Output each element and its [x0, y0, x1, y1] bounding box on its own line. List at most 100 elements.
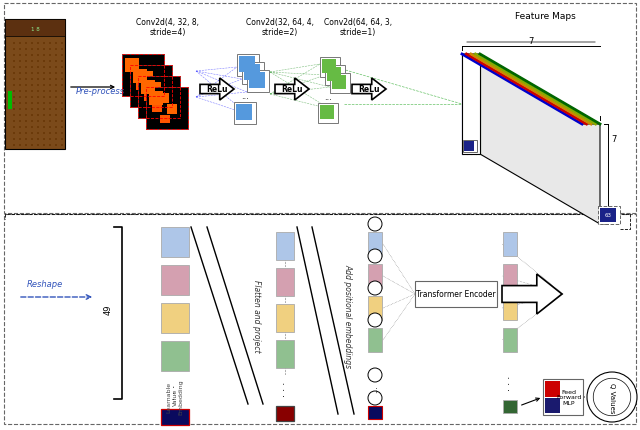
Bar [55, 144, 57, 147]
Circle shape [368, 368, 382, 382]
Bar [43, 133, 45, 135]
Bar [236, 105, 252, 121]
Text: ...: ... [241, 92, 249, 101]
Bar [61, 55, 63, 57]
Bar [146, 88, 188, 130]
Text: Add positional embeddings: Add positional embeddings [344, 263, 353, 367]
Bar [37, 43, 39, 45]
Bar [25, 144, 27, 147]
Bar [43, 49, 45, 51]
Text: ReLu: ReLu [281, 85, 303, 94]
Bar [19, 61, 21, 63]
Bar [368, 233, 382, 256]
Bar [55, 55, 57, 57]
Bar [545, 398, 560, 413]
Bar [122, 55, 164, 97]
Bar [25, 121, 27, 123]
Bar [31, 109, 33, 111]
Bar [49, 139, 51, 141]
Bar [161, 341, 189, 371]
Bar [25, 61, 27, 63]
Bar [31, 133, 33, 135]
Bar [19, 49, 21, 51]
Bar [49, 79, 51, 81]
Bar [31, 43, 33, 45]
Bar [318, 104, 338, 124]
Bar [61, 139, 63, 141]
Bar [503, 233, 517, 256]
Bar [31, 73, 33, 75]
Bar [25, 133, 27, 135]
Text: 7: 7 [611, 135, 617, 144]
Bar [61, 127, 63, 129]
Bar [61, 91, 63, 93]
Bar [463, 141, 477, 153]
Bar [43, 43, 45, 45]
Bar [330, 74, 350, 94]
Polygon shape [200, 79, 234, 101]
Bar [31, 97, 33, 99]
Circle shape [593, 378, 631, 416]
Bar [13, 73, 15, 75]
Bar [327, 68, 341, 82]
Polygon shape [462, 55, 600, 125]
Text: 7: 7 [528, 37, 534, 46]
Bar [19, 103, 21, 105]
Bar [31, 85, 33, 87]
Bar [25, 115, 27, 117]
Bar [43, 139, 45, 141]
Bar [5, 20, 65, 37]
Circle shape [587, 372, 637, 422]
Bar [13, 133, 15, 135]
Bar [276, 340, 294, 368]
Bar [19, 43, 21, 45]
Bar [55, 49, 57, 51]
Bar [130, 66, 172, 108]
Bar [43, 121, 45, 123]
Bar [37, 61, 39, 63]
Polygon shape [275, 79, 309, 101]
Bar [249, 73, 265, 89]
Bar [13, 79, 15, 81]
Bar [25, 91, 27, 93]
Bar [61, 67, 63, 69]
Bar [143, 72, 153, 82]
Bar [19, 91, 21, 93]
Bar [49, 43, 51, 45]
Bar [31, 144, 33, 147]
Bar [61, 144, 63, 147]
Bar [237, 55, 259, 77]
Bar [43, 73, 45, 75]
Bar [31, 139, 33, 141]
Bar [31, 121, 33, 123]
Bar [61, 115, 63, 117]
Bar [5, 20, 65, 150]
Bar [13, 55, 15, 57]
Bar [332, 76, 346, 90]
Bar [320, 106, 334, 120]
Bar [55, 115, 57, 117]
Bar [37, 67, 39, 69]
Bar [122, 55, 164, 97]
Bar [161, 409, 189, 425]
Bar [37, 133, 39, 135]
Bar [43, 109, 45, 111]
Bar [159, 94, 169, 104]
Bar [276, 268, 294, 296]
Bar [322, 60, 336, 74]
Bar [368, 406, 382, 419]
Circle shape [368, 281, 382, 295]
Bar [25, 139, 27, 141]
Text: Q Values: Q Values [609, 382, 615, 412]
Bar [37, 139, 39, 141]
Text: 49: 49 [104, 304, 113, 314]
Bar [43, 103, 45, 105]
Bar [276, 233, 294, 261]
Bar [55, 109, 57, 111]
Bar [49, 61, 51, 63]
Bar [19, 127, 21, 129]
Bar [368, 264, 382, 289]
Bar [19, 109, 21, 111]
Bar [19, 67, 21, 69]
Bar [19, 55, 21, 57]
